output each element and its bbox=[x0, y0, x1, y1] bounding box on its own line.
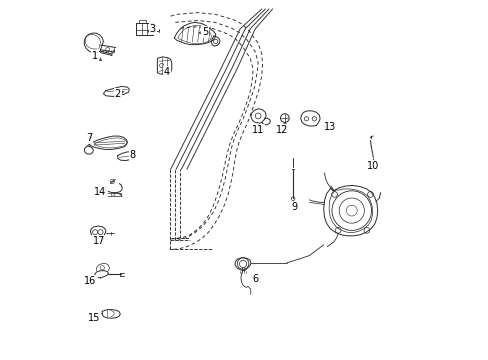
Text: 4: 4 bbox=[163, 67, 170, 77]
Text: 6: 6 bbox=[252, 274, 258, 284]
Text: 16: 16 bbox=[84, 276, 96, 286]
Text: 10: 10 bbox=[366, 161, 379, 171]
Text: 12: 12 bbox=[276, 125, 288, 135]
Text: 14: 14 bbox=[94, 186, 106, 197]
Text: 13: 13 bbox=[324, 122, 336, 132]
Bar bbox=[136, 23, 153, 35]
Text: 2: 2 bbox=[114, 89, 121, 99]
Bar bbox=[139, 20, 145, 23]
Text: 15: 15 bbox=[88, 312, 100, 323]
Text: 3: 3 bbox=[149, 24, 156, 34]
Text: 11: 11 bbox=[251, 125, 264, 135]
Text: 9: 9 bbox=[290, 202, 297, 212]
Text: 1: 1 bbox=[92, 51, 98, 61]
Text: 7: 7 bbox=[86, 132, 92, 143]
Text: 17: 17 bbox=[92, 236, 104, 246]
Text: 5: 5 bbox=[202, 27, 207, 37]
Text: 8: 8 bbox=[130, 150, 136, 160]
